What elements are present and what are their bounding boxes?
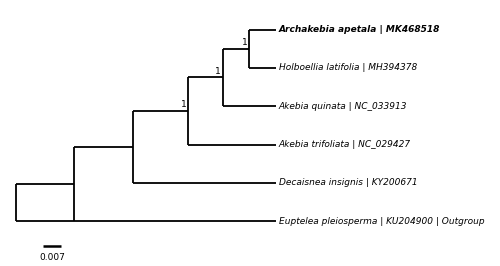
Text: Akebia trifoliata | NC_029427: Akebia trifoliata | NC_029427 (278, 140, 411, 149)
Text: Euptelea pleiosperma | KU204900 | Outgroup: Euptelea pleiosperma | KU204900 | Outgro… (278, 217, 484, 226)
Text: Decaisnea insignis | KY200671: Decaisnea insignis | KY200671 (278, 178, 417, 187)
Text: 1: 1 (180, 100, 186, 109)
Text: 1: 1 (215, 66, 221, 76)
Text: Akebia quinata | NC_033913: Akebia quinata | NC_033913 (278, 102, 407, 111)
Text: 1: 1 (242, 38, 248, 47)
Text: 0.007: 0.007 (39, 253, 65, 262)
Text: Holboellia latifolia | MH394378: Holboellia latifolia | MH394378 (278, 63, 417, 72)
Text: Archakebia apetala | MK468518: Archakebia apetala | MK468518 (278, 25, 440, 34)
